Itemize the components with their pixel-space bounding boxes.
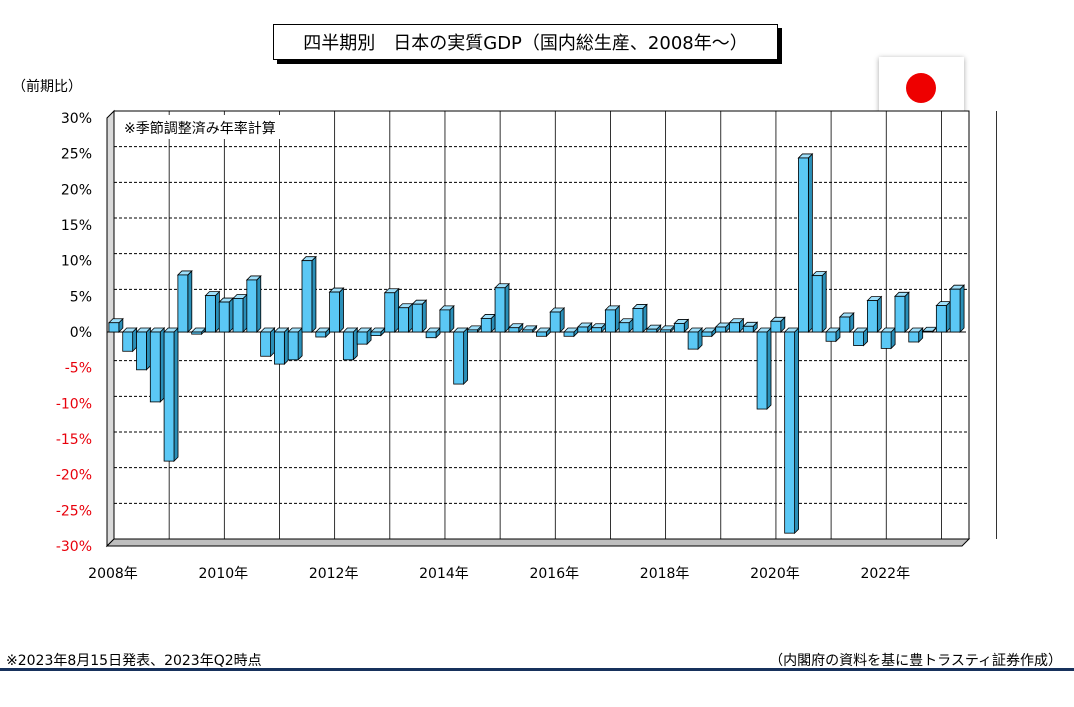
y-tick-label: -15% [56,432,92,448]
bar-2016Q1 [549,307,566,333]
y-tick-label: -5% [65,361,92,377]
bar-2010Q3 [245,274,262,333]
bar-2014Q3 [466,324,483,333]
flag-red-circle [906,73,936,103]
bar-2017Q3 [631,303,648,333]
y-tick-label: 25% [61,147,92,163]
bar-2008Q2 [121,327,138,353]
y-tick-label: 5% [70,289,92,305]
y-tick-label: -30% [56,539,92,555]
bar-2008Q3 [135,327,152,371]
x-tick-label: 2016年 [529,566,579,582]
y-tick-label: 10% [61,254,92,270]
y-tick-label: -10% [56,396,92,412]
bar-2015Q3 [521,324,538,333]
y-tick-label: 0% [70,325,92,341]
bar-2013Q2 [397,302,414,333]
bar-2009Q3 [190,327,207,336]
x-tick-label: 2018年 [640,566,690,582]
y-tick-label: 20% [61,182,92,198]
bar-2019Q4 [756,327,772,411]
bar-2021Q3 [852,327,869,347]
bar-2020Q3 [797,152,814,333]
bar-2011Q3 [301,255,317,333]
bar-2018Q4 [700,327,717,338]
x-tick-label: 2008年 [88,566,138,582]
y-tick-label: 15% [61,218,92,234]
bar-2010Q1 [218,297,235,333]
bar-2019Q1 [714,322,731,333]
bar-2015Q4 [535,327,552,338]
bar-2013Q3 [411,299,428,333]
y-tick-label: -20% [56,468,92,484]
footer-divider [0,668,1074,671]
bar-2012Q3 [356,327,373,346]
bar-2023Q2 [949,284,966,333]
x-tick-label: 2020年 [750,566,800,582]
bar-2012Q2 [342,327,359,361]
bar-2011Q4 [314,327,331,338]
bar-2019Q2 [728,317,745,333]
y-tick-label: -25% [56,503,92,519]
bar-2022Q2 [894,291,910,333]
bar-2020Q2 [783,327,800,535]
bar-2022Q3 [907,327,924,343]
bar-2015Q1 [494,282,510,333]
bar-2018Q3 [687,327,704,351]
gdp-bar-chart: 30% 25% 20% 15% 10% 5% 0% -5% -10% -15% -20% -25% -3… [56,109,997,582]
bar-2023Q1 [935,300,952,333]
bar-2022Q1 [880,327,897,350]
bar-2014Q1 [438,304,455,333]
x-tick-label: 2022年 [860,566,910,582]
bar-2008Q4 [149,327,166,403]
bar-2008Q1 [107,317,124,333]
bar-2017Q4 [645,324,662,333]
bar-2013Q1 [383,287,400,333]
y-tick-label: 30% [61,111,92,127]
bar-2010Q4 [259,327,276,358]
bar-2013Q4 [425,327,442,339]
bar-2009Q2 [176,269,193,333]
plot-floor [105,538,971,547]
footer-note: ※2023年8月15日発表、2023年Q2時点 [6,653,262,669]
x-tick-label: 2014年 [419,566,469,582]
bar-2009Q4 [204,290,221,333]
chart-note: ※季節調整済み年率計算 [124,120,276,137]
bar-2010Q2 [232,293,248,333]
bar-2011Q1 [273,327,290,366]
bar-2009Q1 [163,327,179,463]
note-box [118,115,296,139]
bar-2015Q2 [507,322,524,333]
bar-2011Q2 [287,327,304,361]
bar-2017Q1 [604,304,621,333]
japan-flag-icon [879,57,964,119]
footer-source: （内閣府の資料を基に豊トラスティ証券作成） [769,653,1062,669]
bar-2020Q4 [811,270,828,333]
bar-2012Q1 [328,287,345,333]
bar-2020Q1 [769,316,786,333]
bar-2014Q2 [452,327,469,386]
chart-title: 四半期別 日本の実質GDP（国内総生産、2008年～） [273,24,778,60]
y-axis-label: （前期比） [12,79,82,95]
x-tick-label: 2012年 [309,566,359,582]
bar-2021Q1 [825,327,841,343]
bar-2014Q4 [480,313,497,333]
bar-2017Q2 [618,317,635,333]
bar-2016Q3 [576,322,593,333]
bar-2022Q4 [921,326,938,333]
bar-2021Q4 [866,295,883,333]
x-tick-label: 2010年 [199,566,249,582]
bar-2019Q3 [742,321,759,333]
bar-2018Q2 [673,318,690,333]
bar-2021Q2 [838,312,855,333]
